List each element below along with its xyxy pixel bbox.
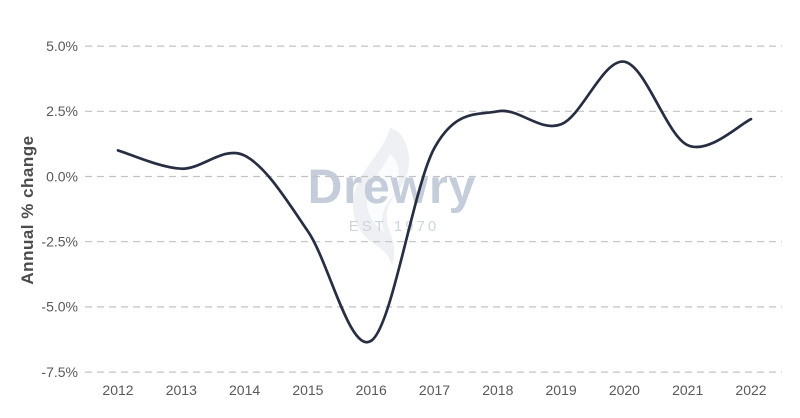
x-tick-label: 2018 xyxy=(482,382,513,398)
watermark-est-text: EST 1970 xyxy=(348,218,440,235)
x-tick-label: 2021 xyxy=(672,382,703,398)
x-tick-label: 2013 xyxy=(166,382,197,398)
y-tick-label: -2.5% xyxy=(41,234,78,250)
y-tick-label: 2.5% xyxy=(46,103,78,119)
y-tick-label: 5.0% xyxy=(46,38,78,54)
x-tick-label: 2017 xyxy=(419,382,450,398)
x-tick-label: 2015 xyxy=(292,382,323,398)
y-tick-label: -5.0% xyxy=(41,299,78,315)
y-tick-label: -7.5% xyxy=(41,364,78,380)
x-tick-label: 2022 xyxy=(735,382,766,398)
y-tick-label: 0.0% xyxy=(46,168,78,184)
x-tick-label: 2019 xyxy=(546,382,577,398)
x-tick-label: 2014 xyxy=(229,382,260,398)
x-tick-label: 2016 xyxy=(356,382,387,398)
flame-icon xyxy=(352,128,410,266)
watermark-logo-text: Drewry xyxy=(307,161,477,214)
y-axis-title: Annual % change xyxy=(18,135,37,285)
x-tick-label: 2020 xyxy=(609,382,640,398)
annual-percent-change-line xyxy=(116,60,753,344)
x-tick-label: 2012 xyxy=(102,382,133,398)
